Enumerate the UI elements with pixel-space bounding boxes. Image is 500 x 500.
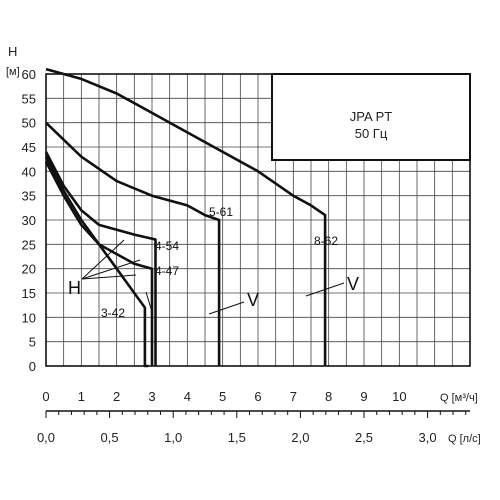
title-box-line1: JPA PT — [350, 109, 392, 124]
y-tick-label: 15 — [22, 286, 36, 301]
x2-tick-label: 2,0 — [291, 430, 309, 445]
y-tick-label: 10 — [22, 310, 36, 325]
y-tick-label: 20 — [22, 262, 36, 277]
annotation-v-2: V — [347, 274, 359, 294]
x-tick-label: 3 — [148, 389, 155, 404]
series-line-5-61 — [45, 121, 221, 366]
title-box-line2: 50 Гц — [355, 126, 388, 141]
x-tick-label: 1 — [78, 389, 85, 404]
series-line-4-54 — [44, 151, 157, 366]
x2-tick-label: 0,0 — [37, 430, 55, 445]
series-label-4-54: 4-54 — [155, 239, 179, 253]
annotation-leader — [145, 291, 153, 313]
x-tick-label: 8 — [325, 389, 332, 404]
x2-tick-label: 2,5 — [355, 430, 373, 445]
x2-tick-label: 1,5 — [228, 430, 246, 445]
axes — [45, 73, 471, 418]
y-tick-label: 30 — [22, 213, 36, 228]
y-tick-label: 25 — [22, 237, 36, 252]
y-tick-label: 40 — [22, 164, 36, 179]
series-line-8-62 — [45, 67, 327, 366]
annotation-leader — [81, 259, 141, 280]
y-tick-label: 45 — [22, 140, 36, 155]
series-label-3-42: 3-42 — [101, 306, 125, 320]
x-tick-label: 4 — [184, 389, 191, 404]
annotation-leader — [305, 282, 345, 297]
y-tick-label: 50 — [22, 116, 36, 131]
x-tick-label: 0 — [42, 389, 49, 404]
series-line-3-42 — [44, 156, 149, 368]
title-box — [271, 73, 471, 161]
x-tick-label: 2 — [113, 389, 120, 404]
x-tick-label: 9 — [360, 389, 367, 404]
x2-tick-label: 0,5 — [101, 430, 119, 445]
y-axis-letter: H — [8, 44, 17, 59]
annotation-leader — [208, 301, 245, 315]
annotation-h: H — [68, 278, 81, 298]
annotation-leader — [81, 274, 137, 280]
y-axis-unit: [м] — [6, 66, 20, 78]
y-tick-label: 60 — [22, 67, 36, 82]
y-tick-label: 55 — [22, 91, 36, 106]
y-tick-label: 35 — [22, 189, 36, 204]
x2-tick-label: 3,0 — [419, 430, 437, 445]
series-line-4-47 — [44, 161, 154, 366]
y-tick-label: 0 — [29, 359, 36, 374]
x-axis-label: Q [м³/ч] — [440, 392, 478, 404]
x-tick-label: 5 — [219, 389, 226, 404]
y-tick-label: 5 — [29, 335, 36, 350]
series-group — [44, 67, 327, 368]
x2-axis-label: Q [л/с] — [448, 433, 481, 445]
annotation-leader — [81, 239, 125, 280]
series-label-4-47: 4-47 — [155, 264, 179, 278]
series-label-5-61: 5-61 — [209, 205, 233, 219]
series-label-8-62: 8-62 — [314, 234, 338, 248]
x-tick-label: 10 — [392, 389, 406, 404]
annotation-v-1: V — [247, 290, 259, 310]
x-tick-label: 6 — [254, 389, 261, 404]
plot-frame — [45, 73, 471, 367]
x-tick-label: 7 — [290, 389, 297, 404]
x2-tick-label: 1,0 — [164, 430, 182, 445]
